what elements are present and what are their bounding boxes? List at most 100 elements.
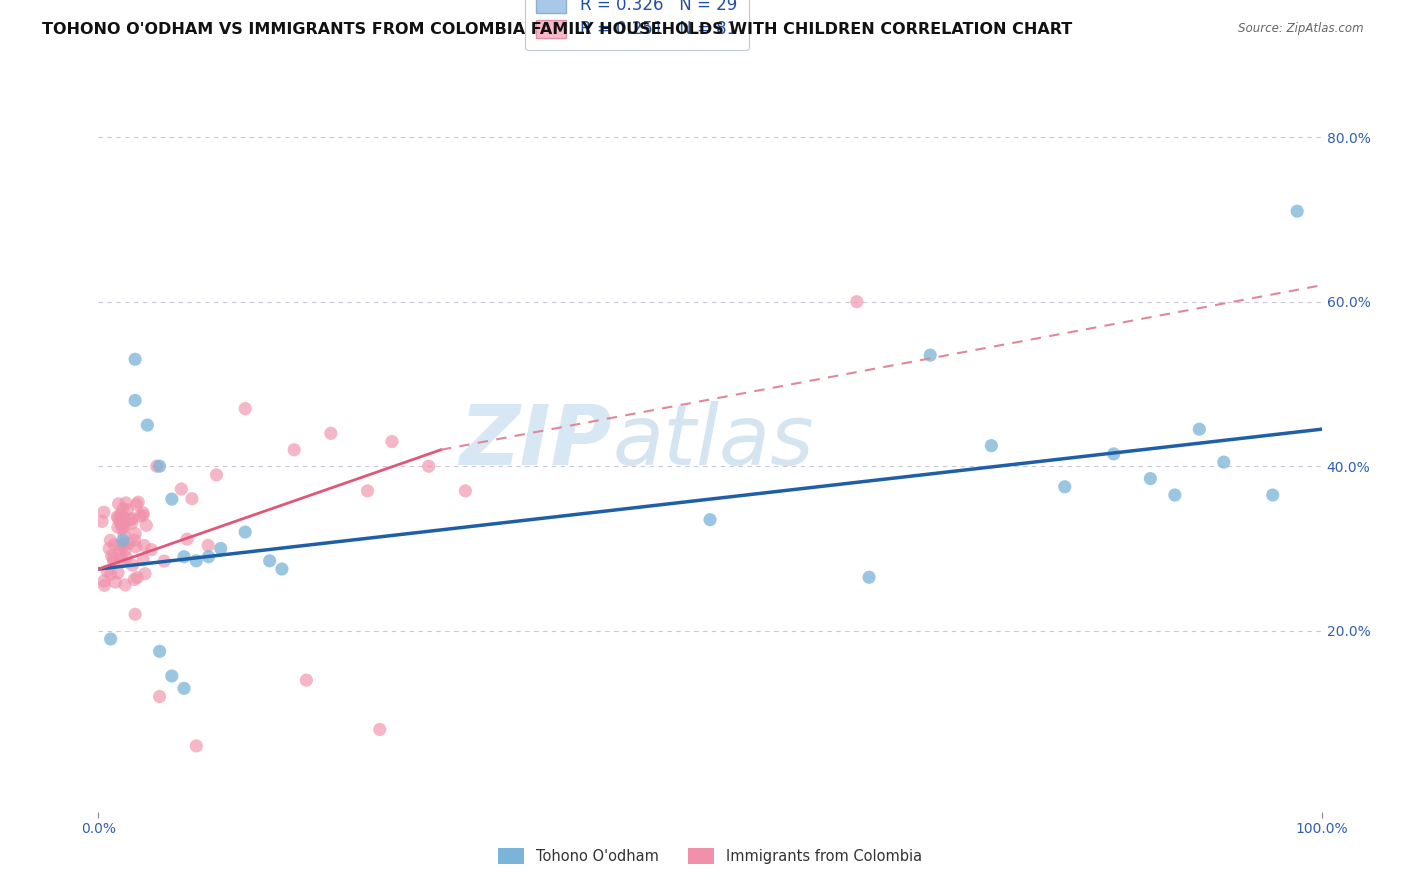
Point xyxy=(125,540,148,554)
Point xyxy=(295,673,318,687)
Point xyxy=(356,483,378,498)
Point xyxy=(181,491,204,506)
Point xyxy=(149,690,172,704)
Point xyxy=(103,555,125,569)
Point xyxy=(132,552,155,566)
Point xyxy=(107,520,129,534)
Point xyxy=(233,524,256,539)
Point xyxy=(283,442,305,457)
Point xyxy=(381,434,404,449)
Point xyxy=(103,538,125,552)
Point xyxy=(115,496,138,510)
Point xyxy=(368,723,391,737)
Point xyxy=(233,401,256,416)
Point xyxy=(108,548,131,562)
Point xyxy=(112,539,135,553)
Point xyxy=(112,519,135,533)
Point xyxy=(1286,204,1309,219)
Point xyxy=(128,509,150,524)
Point xyxy=(176,532,198,546)
Point xyxy=(127,495,149,509)
Point xyxy=(1053,480,1076,494)
Point xyxy=(121,558,143,573)
Point xyxy=(134,539,156,553)
Point xyxy=(107,566,129,580)
Point xyxy=(170,482,193,496)
Point xyxy=(112,501,135,516)
Point xyxy=(124,352,146,367)
Text: Source: ZipAtlas.com: Source: ZipAtlas.com xyxy=(1239,22,1364,36)
Point xyxy=(699,513,721,527)
Point xyxy=(1188,422,1211,436)
Point xyxy=(141,542,163,557)
Point xyxy=(270,562,294,576)
Point xyxy=(93,574,115,588)
Point xyxy=(127,570,149,584)
Point xyxy=(1139,471,1161,485)
Point xyxy=(186,554,208,568)
Point xyxy=(107,497,129,511)
Point xyxy=(160,669,183,683)
Point xyxy=(173,549,195,564)
Point xyxy=(209,541,232,556)
Point xyxy=(93,578,115,592)
Point xyxy=(197,549,219,564)
Point xyxy=(120,516,142,531)
Point xyxy=(111,522,134,536)
Point xyxy=(118,536,141,550)
Point xyxy=(111,533,134,548)
Point xyxy=(114,542,136,557)
Point xyxy=(110,517,132,532)
Point xyxy=(153,554,176,568)
Point xyxy=(132,506,155,520)
Point xyxy=(845,294,868,309)
Point xyxy=(132,508,155,523)
Point xyxy=(980,439,1002,453)
Point xyxy=(100,549,122,563)
Point xyxy=(112,527,135,541)
Point xyxy=(100,567,122,582)
Point xyxy=(98,541,121,556)
Point xyxy=(160,492,183,507)
Point xyxy=(124,533,146,548)
Point xyxy=(124,526,146,541)
Text: TOHONO O'ODHAM VS IMMIGRANTS FROM COLOMBIA FAMILY HOUSEHOLDS WITH CHILDREN CORRE: TOHONO O'ODHAM VS IMMIGRANTS FROM COLOMB… xyxy=(42,22,1073,37)
Point xyxy=(134,566,156,581)
Point xyxy=(96,564,118,578)
Point xyxy=(920,348,942,362)
Point xyxy=(111,537,134,551)
Point xyxy=(259,554,281,568)
Point xyxy=(105,509,128,524)
Point xyxy=(100,632,122,646)
Point xyxy=(149,459,172,474)
Point xyxy=(136,418,159,433)
Text: atlas: atlas xyxy=(612,401,814,482)
Point xyxy=(100,533,122,548)
Point xyxy=(135,518,157,533)
Point xyxy=(121,511,143,525)
Point xyxy=(111,509,134,524)
Point xyxy=(117,503,139,517)
Point xyxy=(125,497,148,511)
Point xyxy=(103,551,125,566)
Point xyxy=(186,739,208,753)
Legend: Tohono O'odham, Immigrants from Colombia: Tohono O'odham, Immigrants from Colombia xyxy=(491,840,929,871)
Point xyxy=(418,459,440,474)
Point xyxy=(1102,447,1125,461)
Point xyxy=(114,578,136,592)
Point xyxy=(124,607,146,622)
Point xyxy=(120,513,142,527)
Point xyxy=(319,426,342,441)
Text: ZIP: ZIP xyxy=(460,401,612,482)
Point xyxy=(454,483,477,498)
Point xyxy=(110,516,132,530)
Point xyxy=(1261,488,1284,502)
Point xyxy=(145,459,167,474)
Point xyxy=(115,550,138,565)
Point xyxy=(858,570,880,584)
Point xyxy=(104,574,127,589)
Point xyxy=(107,511,129,525)
Point xyxy=(205,467,228,482)
Point xyxy=(124,393,146,408)
Point xyxy=(110,508,132,522)
